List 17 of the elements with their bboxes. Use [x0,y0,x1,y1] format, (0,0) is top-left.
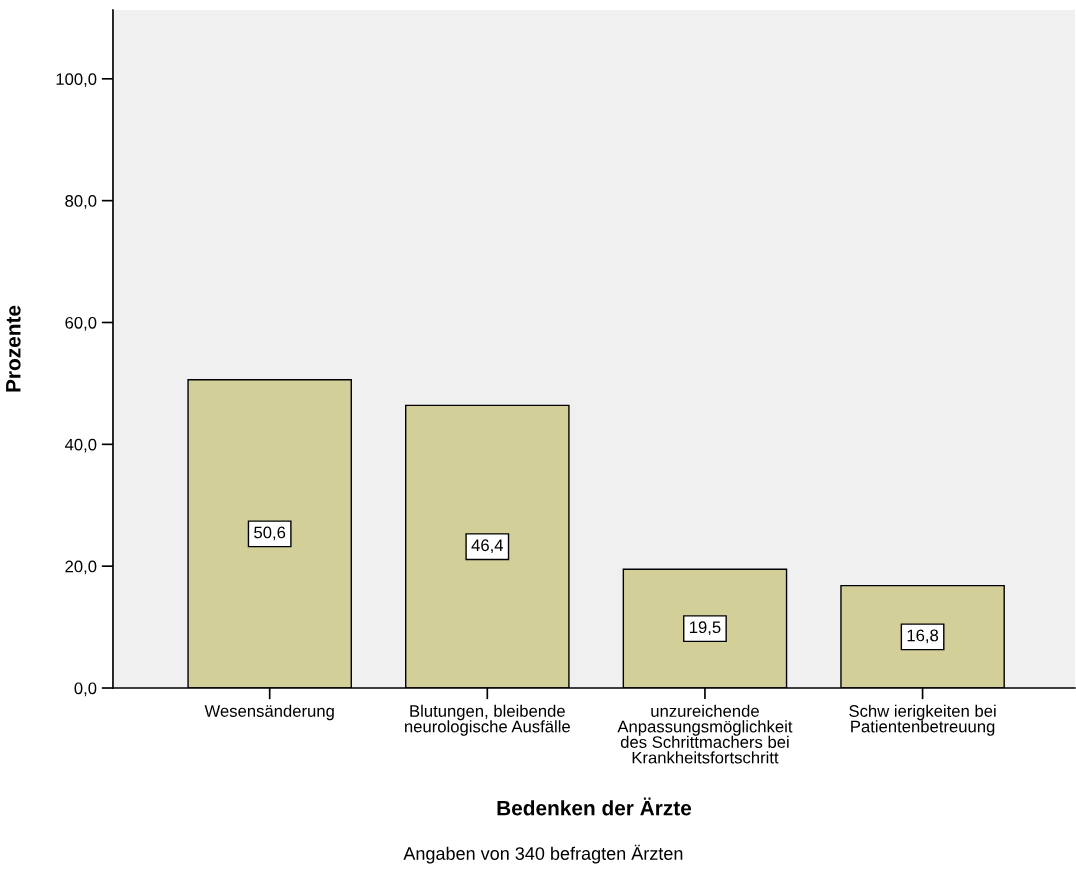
data-label: 16,8 [907,629,939,644]
y-tick-label: 20,0 [65,560,97,575]
x-axis-title: Bedenken der Ärzte [497,797,692,816]
x-tick-label: Wesensänderung [204,704,334,721]
y-tick-label: 80,0 [65,195,97,209]
y-tick-label: 100,0 [56,73,97,87]
x-tick-label: Blutungen, bleibende neurologische Ausfälle [405,704,570,736]
x-tick-label: Schw ierigkeiten bei Patientenbetreuung [849,704,996,736]
y-tick-label: 0,0 [74,682,97,697]
y-axis-title: Prozente [6,305,21,392]
y-tick-label: 40,0 [64,438,97,453]
data-label: 19,5 [690,621,721,636]
x-tick-label: unzureichende Anpassungsmöglichkeit des Schrittmachers bei Krankheitsfortschritt [617,704,793,764]
y-tick-label: 60,0 [65,316,97,331]
text: Angaben von 340 befragten Ärzten [403,844,683,864]
data-label: 46,4 [471,539,504,554]
data-label: 50,6 [254,526,286,541]
